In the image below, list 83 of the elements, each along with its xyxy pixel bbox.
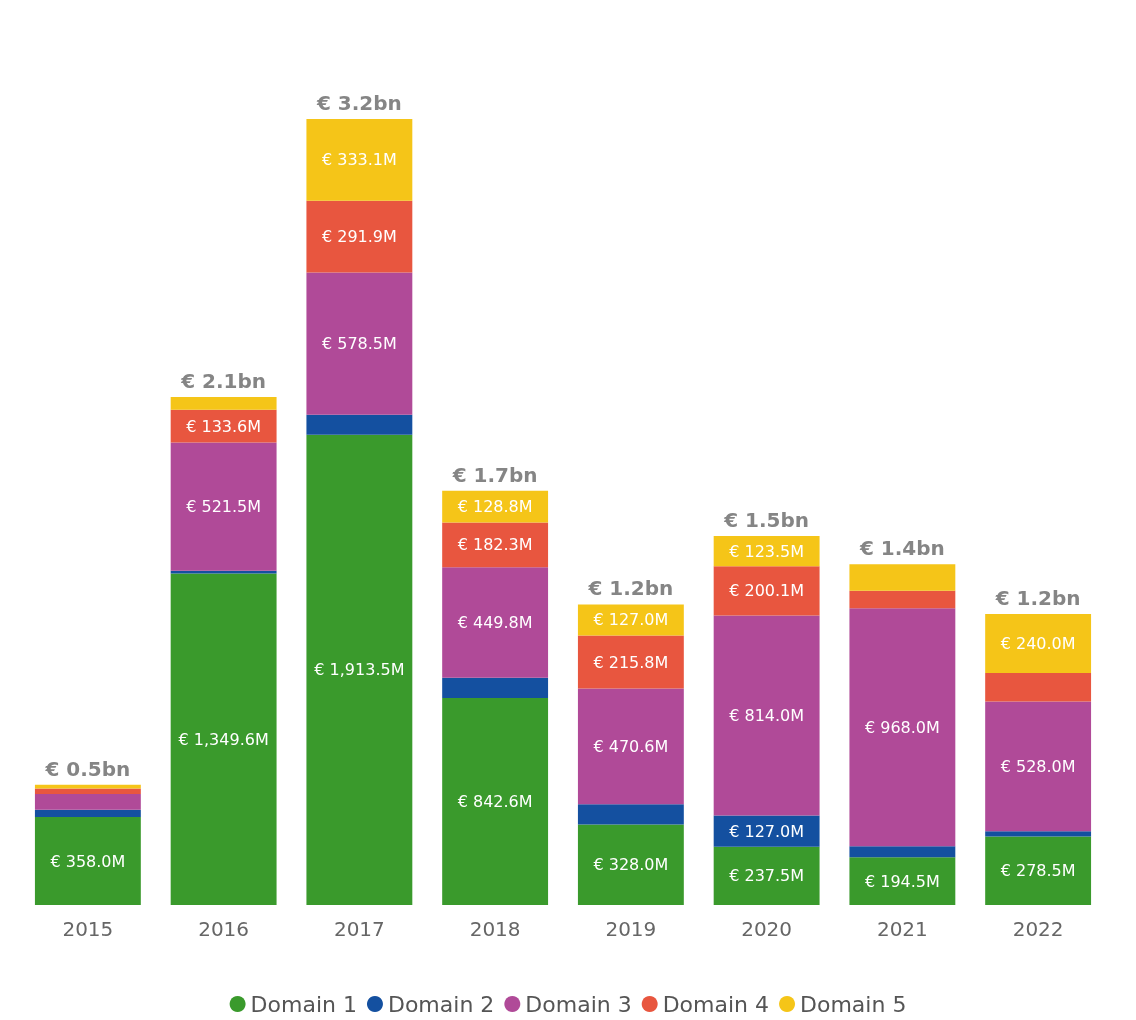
data-label: € 133.6M: [186, 416, 262, 436]
bar: [442, 697, 549, 905]
bar: [170, 396, 277, 410]
bar: [306, 272, 413, 415]
bar: [713, 846, 820, 905]
bar: [713, 815, 820, 847]
data-label: € 1,913.5M: [314, 660, 405, 680]
bar: [713, 615, 820, 816]
data-label: € 291.9M: [321, 227, 397, 247]
data-label: € 968.0M: [864, 717, 940, 737]
bar: [985, 836, 1092, 905]
legend-label: Domain 4: [662, 991, 770, 1017]
data-label: € 814.0M: [729, 705, 805, 725]
x-tick-label: 2016: [198, 917, 250, 941]
bar: [34, 793, 141, 810]
data-label: € 127.0M: [593, 610, 669, 630]
total-label: € 0.5bn: [44, 756, 131, 781]
data-label: € 333.1M: [321, 150, 397, 170]
x-tick-label: 2019: [605, 917, 657, 941]
bar: [849, 608, 956, 847]
data-label: € 1,349.6M: [178, 729, 269, 749]
data-label: € 328.0M: [593, 855, 669, 875]
total-label: € 3.2bn: [315, 90, 402, 115]
bar: [849, 857, 956, 905]
data-label: € 528.0M: [1000, 756, 1076, 776]
legend-label: Domain 2: [387, 991, 495, 1017]
bar: [442, 567, 549, 678]
bar: [985, 831, 1092, 837]
bar: [985, 701, 1092, 832]
x-tick-label: 2020: [741, 917, 793, 941]
data-label: € 237.5M: [729, 866, 805, 886]
total-label: € 1.2bn: [587, 576, 674, 601]
bar: [713, 566, 820, 616]
data-label: € 194.5M: [864, 871, 940, 891]
data-label: € 240.0M: [1000, 633, 1076, 653]
data-label: € 200.1M: [729, 581, 805, 601]
legend-label: Domain 5: [800, 991, 907, 1017]
data-label: € 278.5M: [1000, 861, 1076, 881]
data-label: € 470.6M: [593, 736, 669, 756]
data-label: € 182.3M: [457, 535, 533, 555]
total-label: € 1.2bn: [994, 585, 1081, 610]
legend-label: Domain 1: [250, 991, 357, 1017]
bar: [849, 564, 956, 591]
bar: [577, 824, 684, 905]
data-label: € 123.5M: [729, 541, 805, 561]
bar: [306, 434, 413, 905]
bar: [34, 817, 141, 905]
bar: [849, 846, 956, 858]
total-label: € 1.5bn: [723, 507, 810, 532]
bar: [170, 573, 277, 905]
data-label: € 215.8M: [593, 652, 669, 672]
bar: [306, 414, 413, 435]
x-tick-label: 2021: [876, 917, 928, 941]
data-label: € 578.5M: [321, 334, 397, 354]
bar: [985, 672, 1092, 702]
bar: [577, 688, 684, 805]
total-label: € 1.7bn: [451, 462, 538, 487]
data-label: € 842.6M: [457, 791, 533, 811]
x-tick-label: 2017: [333, 917, 385, 941]
total-label: € 1.4bn: [858, 536, 945, 561]
data-label: € 521.5M: [186, 497, 262, 517]
data-label: € 128.8M: [457, 497, 533, 517]
data-label: € 127.0M: [729, 821, 805, 841]
bar: [306, 200, 413, 273]
bar: [34, 788, 141, 794]
bar: [577, 804, 684, 825]
bar: [849, 590, 956, 609]
bar: [985, 613, 1092, 673]
bar: [442, 522, 549, 568]
bar: [34, 809, 141, 818]
x-tick-label: 2018: [469, 917, 521, 941]
bar: [306, 118, 413, 201]
bar: [442, 677, 549, 698]
total-label: € 2.1bn: [180, 368, 267, 393]
legend-label: Domain 3: [525, 991, 632, 1017]
bar: [577, 635, 684, 689]
bar: [577, 604, 684, 636]
data-label: € 449.8M: [457, 613, 533, 633]
x-tick-label: 2022: [1012, 917, 1064, 941]
x-tick-label: 2015: [62, 917, 114, 941]
bar: [34, 784, 141, 789]
bar: [170, 442, 277, 571]
data-label: € 358.0M: [50, 851, 126, 871]
